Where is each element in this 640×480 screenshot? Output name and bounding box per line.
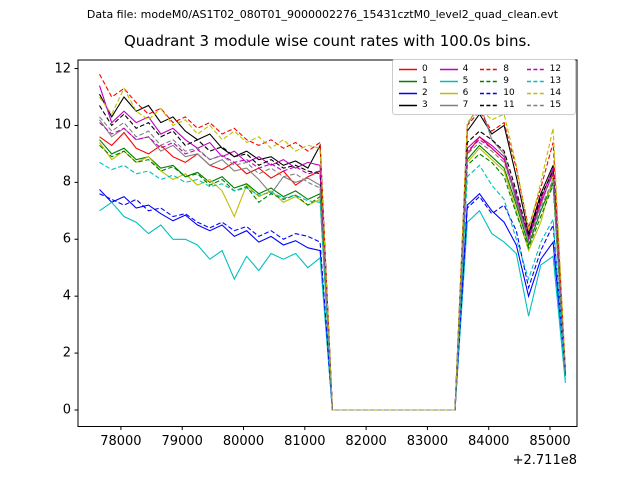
legend-line-sample-0 [399,68,417,70]
y-tick-label: 4 [62,288,71,304]
x-axis-offset-label: +2.711e8 [512,453,577,468]
legend-column: 0 1 2 3 [399,63,440,111]
series-line-0 [99,131,566,411]
legend-label-1: 1 [422,76,428,86]
y-tick-label: 6 [62,231,71,247]
x-tick-label: 83000 [406,434,449,449]
series-line-10 [99,193,566,411]
legend-item-10: 10 [480,87,526,99]
series-line-5 [99,201,566,411]
legend-line-sample-15 [526,104,545,106]
legend-label-2: 2 [422,88,428,98]
legend-line-sample-6 [439,92,458,94]
legend-label-11: 11 [503,100,515,110]
legend-item-9: 9 [480,75,526,87]
legend-line-sample-13 [526,80,545,82]
legend-box: 0 1 2 3 4 5 6 7 8 9 10 11 12 13 14 15 [392,59,576,115]
legend-line-sample-3 [399,104,417,106]
y-tick-label: 2 [62,345,71,361]
legend-item-0: 0 [399,63,440,75]
legend-label-8: 8 [503,64,510,74]
x-tick-label: 84000 [468,434,510,449]
legend-label-7: 7 [462,100,469,110]
legend-item-8: 8 [480,63,526,75]
x-tick-label: 79000 [161,434,203,449]
legend-line-sample-9 [480,80,499,82]
y-tick-label: 12 [54,61,71,77]
legend-label-6: 6 [462,88,469,98]
datafile-header: Data file: modeM0/AS1T02_080T01_90000022… [86,8,559,21]
legend-item-1: 1 [399,75,440,87]
legend-item-5: 5 [439,75,481,87]
legend-item-7: 7 [439,99,481,111]
y-tick-label: 10 [54,117,71,133]
x-tick-label: 81000 [284,434,326,449]
legend-column: 12 13 14 15 [526,63,573,111]
series-line-15 [99,116,566,411]
y-tick-label: 0 [62,402,71,418]
series-line-13 [99,161,566,411]
legend-item-6: 6 [439,87,481,99]
legend-item-11: 11 [480,99,526,111]
legend-line-sample-4 [439,68,458,70]
x-tick-label: 80000 [222,434,265,449]
series-line-8 [99,73,566,411]
x-tick-label: 82000 [345,434,387,449]
legend-item-3: 3 [399,99,440,111]
legend-line-sample-10 [480,92,499,94]
legend-label-15: 15 [549,100,562,110]
legend-label-4: 4 [462,64,469,74]
series-line-6 [99,142,566,411]
series-line-14 [99,87,566,411]
legend-label-10: 10 [503,88,515,98]
x-tick-label: 85000 [529,434,571,449]
x-tick-label: 78000 [100,434,142,449]
legend-line-sample-8 [480,68,499,70]
legend-line-sample-5 [439,80,458,82]
y-tick-label: 8 [62,174,71,190]
series-line-9 [99,144,566,411]
legend-item-12: 12 [526,63,573,75]
legend-label-5: 5 [462,76,469,86]
legend-line-sample-14 [526,92,545,94]
legend-item-2: 2 [399,87,440,99]
legend-item-15: 15 [526,99,573,111]
series-line-1 [99,139,566,411]
legend-column: 8 9 10 11 [480,63,526,111]
legend-column: 4 5 6 7 [439,63,481,111]
legend-label-9: 9 [503,76,510,86]
legend-label-12: 12 [549,64,562,74]
legend-line-sample-11 [480,104,499,106]
legend-line-sample-1 [399,80,417,82]
legend-line-sample-12 [526,68,545,70]
legend-label-3: 3 [422,100,428,110]
legend-label-13: 13 [549,76,562,86]
legend-item-4: 4 [439,63,481,75]
series-line-4 [98,85,566,411]
legend-item-14: 14 [526,87,573,99]
legend-line-sample-2 [399,92,417,94]
legend-item-13: 13 [526,75,573,87]
legend-label-14: 14 [549,88,562,98]
axes-frame [77,59,578,427]
legend-label-0: 0 [422,64,428,74]
legend-line-sample-7 [439,104,458,106]
series-line-12 [99,122,566,411]
plot-title: Quadrant 3 module wise count rates with … [123,32,532,50]
series-line-2 [99,189,566,411]
